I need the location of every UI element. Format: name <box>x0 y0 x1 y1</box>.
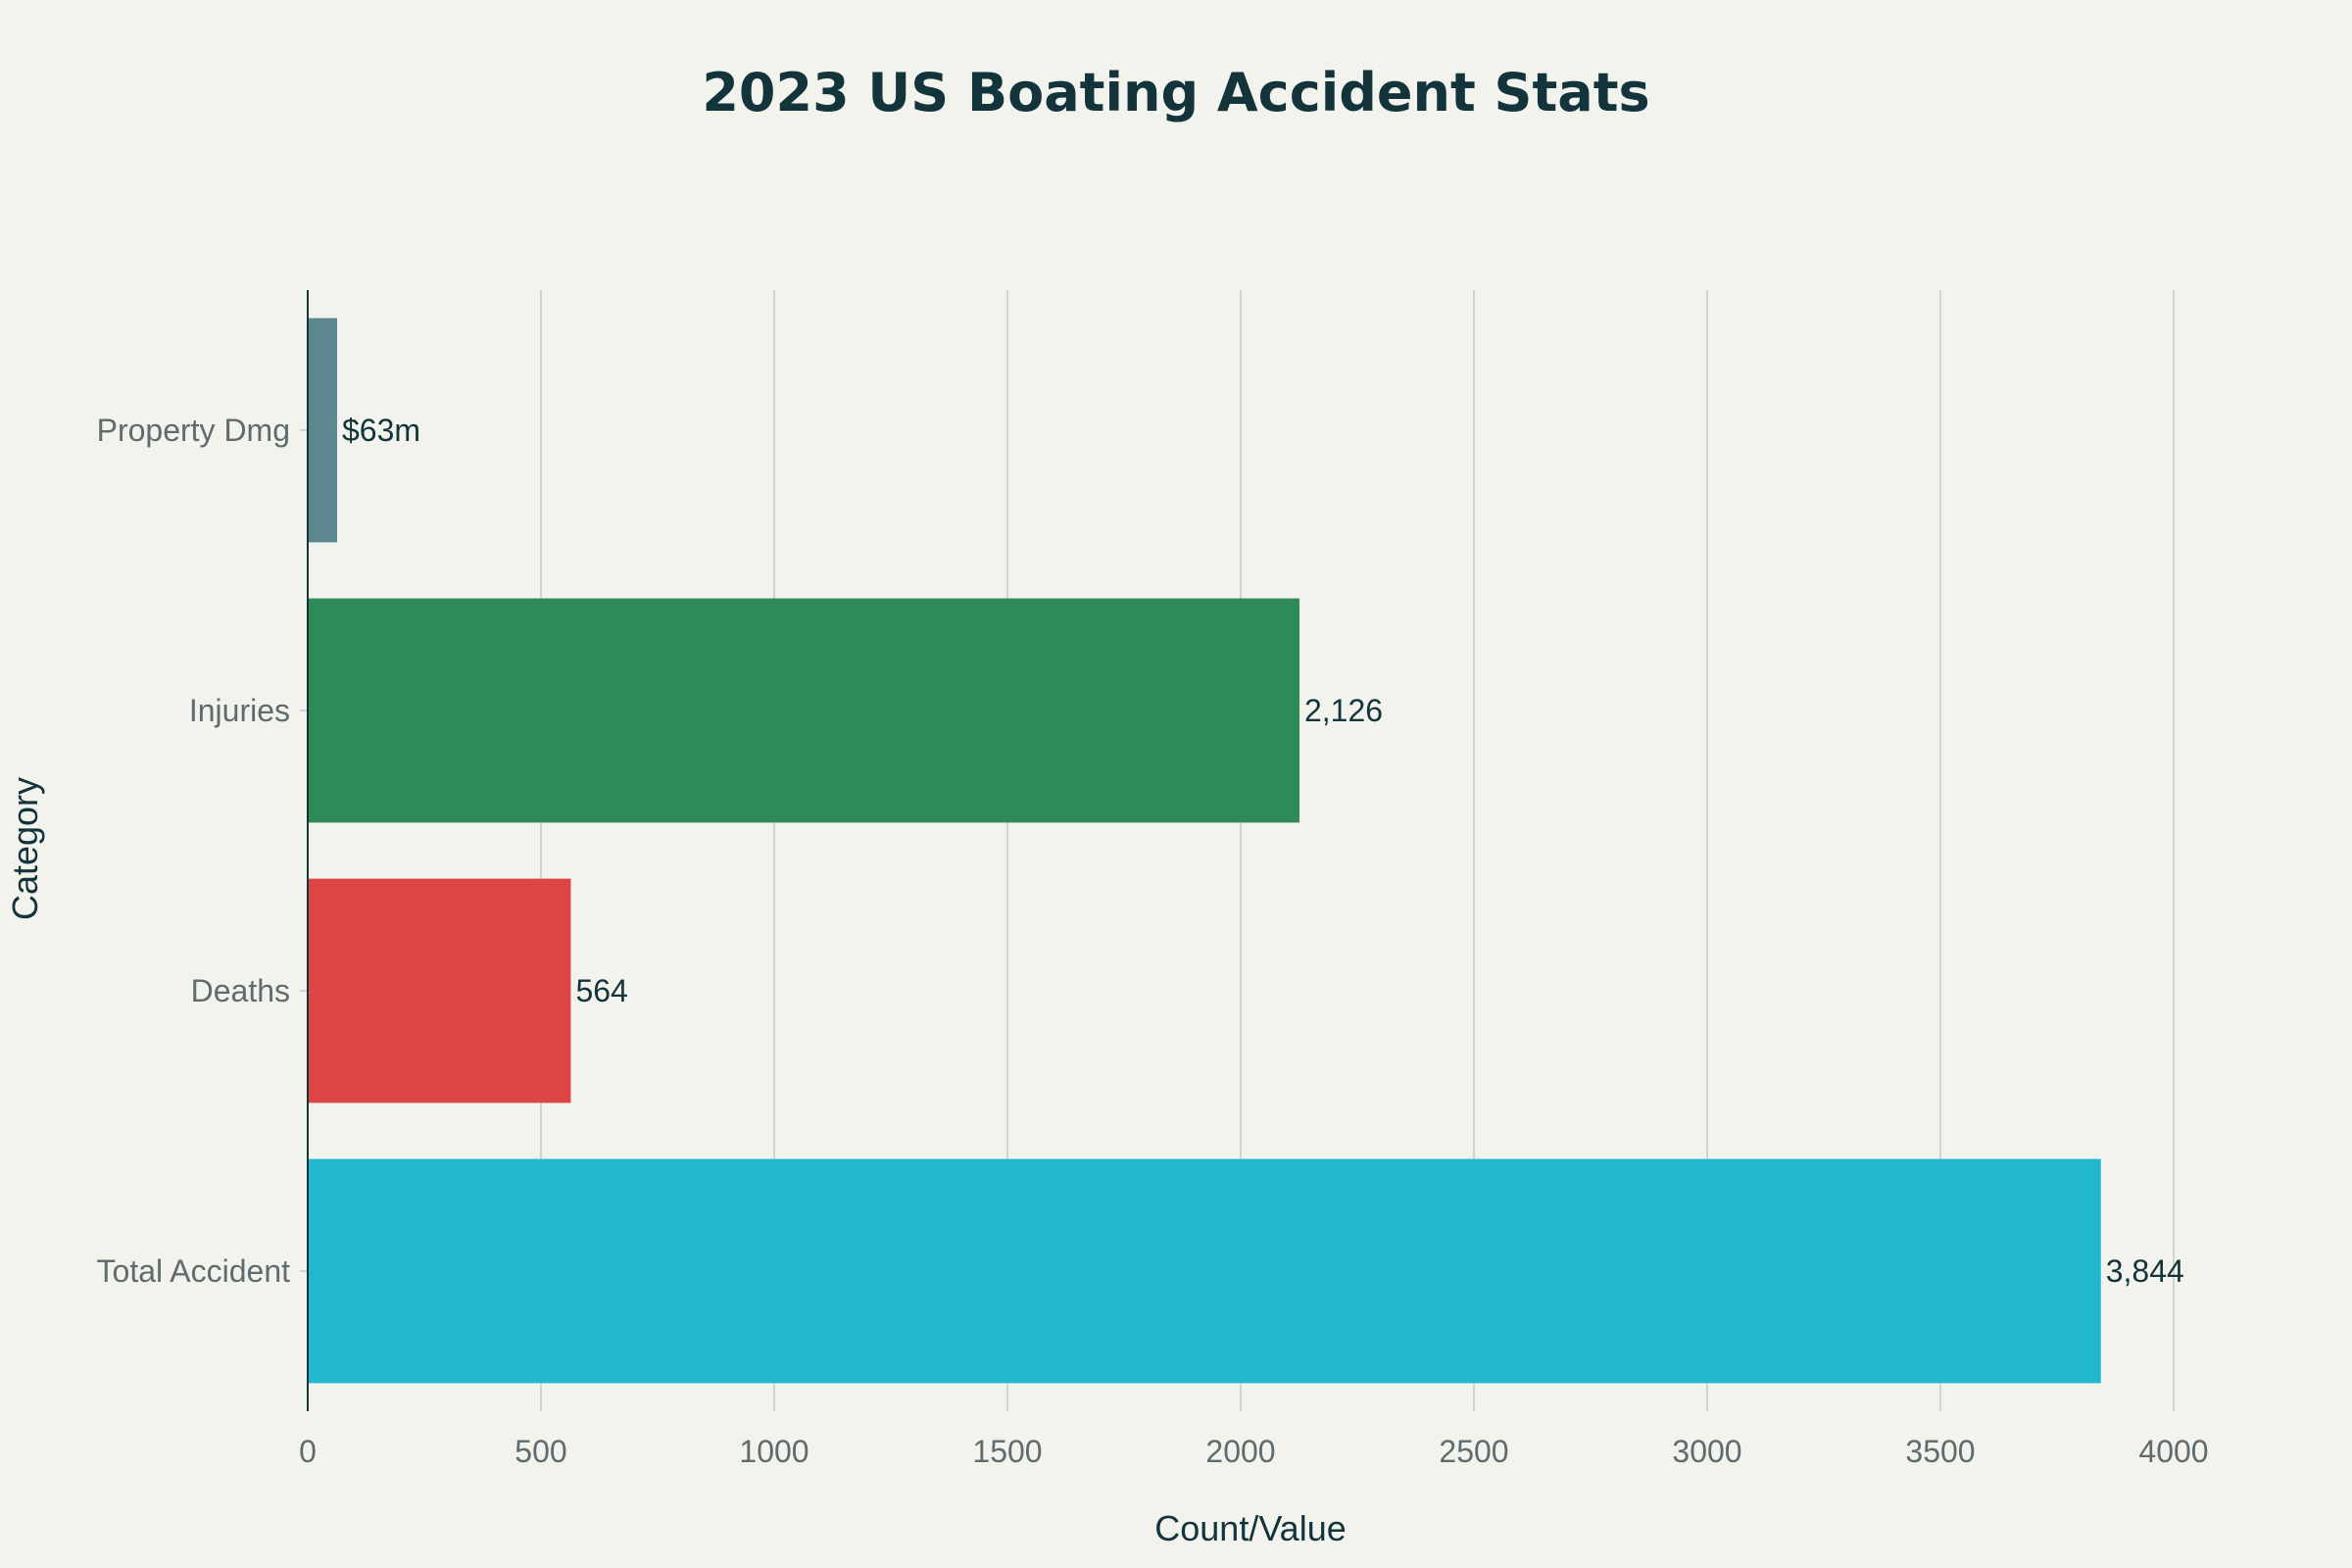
x-tick-label: 1000 <box>739 1434 808 1469</box>
x-tick-label: 3000 <box>1672 1434 1741 1469</box>
bars <box>308 318 2101 1384</box>
bar-total-accident <box>308 1158 2101 1384</box>
y-tick-label: Total Accident <box>97 1253 291 1289</box>
bar-deaths <box>308 878 571 1103</box>
x-tick-label: 500 <box>514 1434 566 1469</box>
bar-injuries <box>308 598 1299 823</box>
x-axis-title: Count/Value <box>1154 1508 1346 1548</box>
data-label: 564 <box>575 973 627 1008</box>
labels: 0 500 1000 1500 2000 2500 3000 3500 4000 Total Ac… <box>97 413 2209 1469</box>
chart-title: 2023 US Boating Accident Stats <box>702 62 1649 123</box>
data-label: 3,844 <box>2106 1253 2184 1289</box>
y-tick-label: Property Dmg <box>97 413 290 448</box>
y-tick-label: Injuries <box>189 693 290 728</box>
x-tick-label: 2500 <box>1439 1434 1508 1469</box>
y-tick-label: Deaths <box>191 973 290 1008</box>
x-tick-label: 1500 <box>972 1434 1042 1469</box>
bar-property-dmg <box>308 318 337 543</box>
x-tick-label: 0 <box>299 1434 317 1469</box>
axes <box>300 290 309 1411</box>
data-label: 2,126 <box>1304 693 1383 728</box>
data-label: $63m <box>342 413 420 448</box>
x-tick-label: 3500 <box>1905 1434 1975 1469</box>
x-tick-label: 2000 <box>1205 1434 1275 1469</box>
x-tick-label: 4000 <box>2138 1434 2208 1469</box>
y-axis-title: Category <box>5 777 45 920</box>
